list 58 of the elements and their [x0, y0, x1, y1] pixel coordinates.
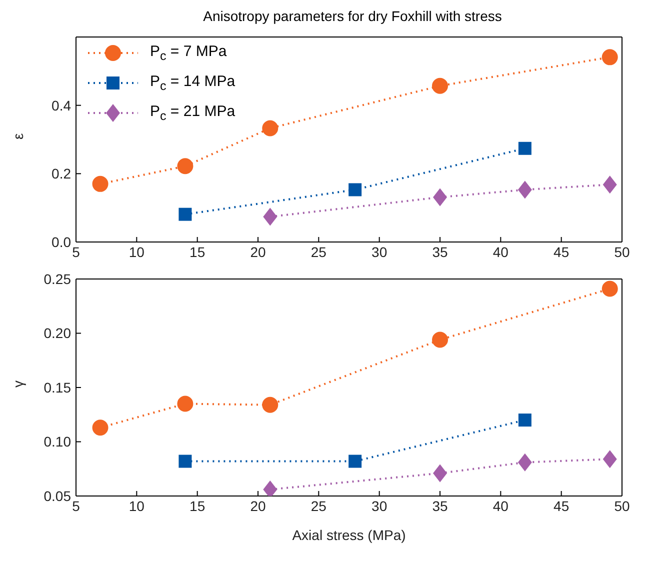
legend-label: P$_{c}$ = 21 MPa [150, 103, 236, 123]
point [178, 454, 192, 468]
y-axis-title: γ [10, 380, 26, 388]
point [602, 176, 617, 194]
y-tick-label: 0.4 [52, 97, 72, 114]
x-tick-label: 30 [372, 244, 388, 260]
point [518, 142, 532, 155]
point [177, 158, 194, 174]
y-tick-label: 0.20 [44, 325, 72, 342]
legend-label: P$_{c}$ = 14 MPa [150, 73, 236, 93]
point [92, 176, 108, 192]
point [263, 208, 278, 226]
point [432, 332, 448, 348]
x-tick-label: 40 [492, 244, 509, 260]
x-tick-label: 5 [72, 244, 80, 260]
x-tick-label: 10 [128, 498, 145, 514]
point [262, 396, 278, 413]
x-tick-label: 15 [190, 244, 206, 260]
y-tick-label: 0.05 [44, 488, 72, 504]
point [348, 183, 362, 196]
y-tick-label: 0.25 [44, 270, 72, 287]
point [432, 78, 448, 94]
point [602, 49, 618, 66]
x-tick-label: 5 [72, 498, 80, 514]
legend-label: P$_{c}$ = 7 MPa [150, 43, 227, 63]
x-tick-label: 20 [250, 498, 266, 514]
x-tick-label: 10 [128, 244, 145, 260]
point [92, 420, 108, 436]
x-tick-label: 45 [554, 244, 570, 260]
y-tick-label: 0.10 [44, 434, 72, 450]
chart-title: Anisotropy parameters for dry Foxhill with stress [202, 8, 503, 26]
point [602, 280, 618, 297]
point [177, 396, 194, 412]
point [518, 414, 532, 427]
point [433, 188, 447, 206]
x-tick-label: 35 [432, 244, 448, 260]
point [433, 464, 447, 482]
x-tick-label: 20 [250, 244, 266, 260]
x-tick-label: 45 [554, 498, 570, 514]
y-tick-label: 0.2 [52, 166, 72, 182]
point [348, 454, 362, 468]
x-tick-label: 15 [190, 498, 206, 514]
x-tick-label: 50 [614, 244, 630, 260]
x-tick-label: 25 [310, 498, 327, 514]
y-tick-label: 0.15 [44, 379, 72, 396]
point [518, 453, 532, 472]
x-tick-label: 30 [372, 498, 388, 514]
x-tick-label: 25 [310, 244, 327, 260]
point [602, 450, 617, 468]
y-axis-title: ε [10, 133, 26, 140]
y-tick-label: 0.0 [52, 234, 72, 250]
x-axis-title: Axial stress (MPa) [292, 527, 406, 543]
point [262, 120, 278, 136]
x-tick-label: 35 [432, 498, 448, 514]
point [178, 208, 192, 221]
x-tick-label: 50 [614, 498, 630, 514]
point [518, 180, 532, 199]
x-tick-label: 40 [492, 498, 509, 514]
